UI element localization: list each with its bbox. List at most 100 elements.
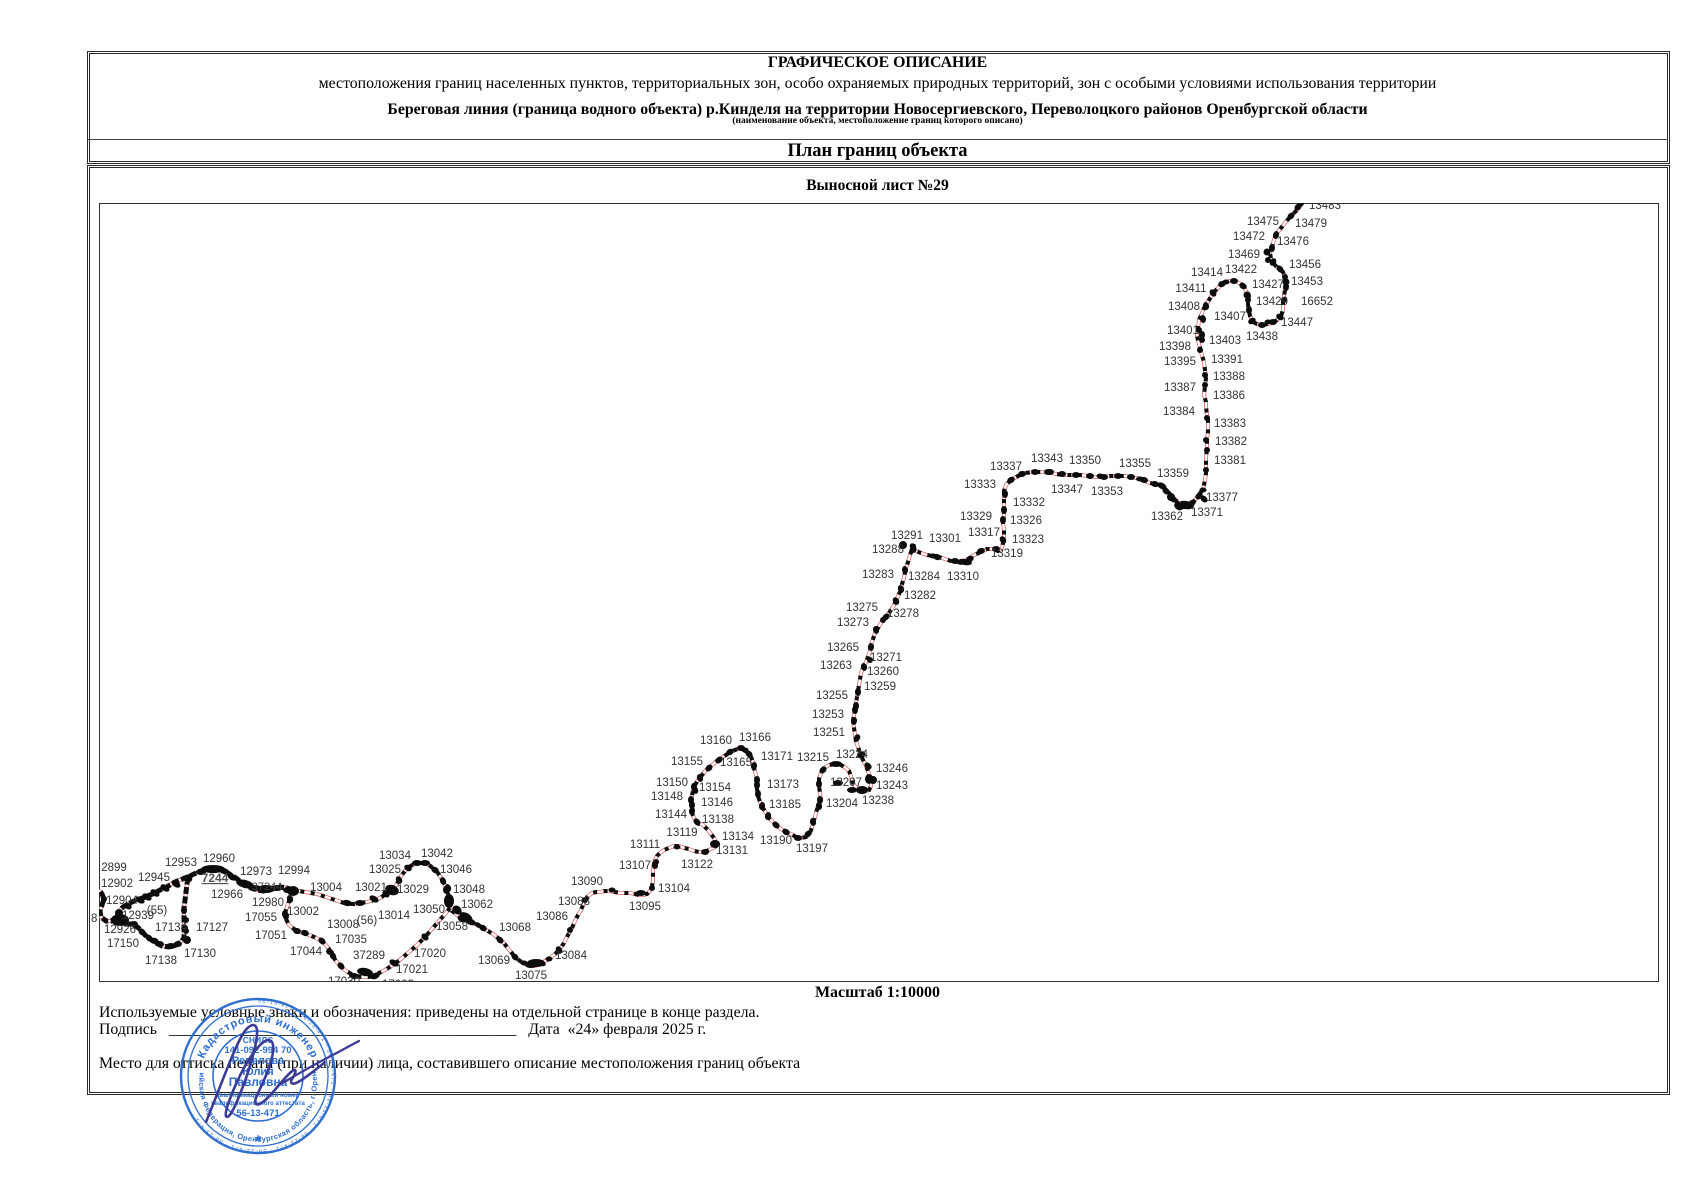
svg-text:13207: 13207	[830, 777, 862, 789]
svg-text:13422: 13422	[1225, 264, 1257, 276]
svg-text:13246: 13246	[876, 763, 908, 775]
svg-text:13456: 13456	[1289, 259, 1321, 271]
svg-text:13472: 13472	[1233, 231, 1265, 243]
svg-text:13025: 13025	[369, 864, 401, 876]
svg-text:13042: 13042	[421, 848, 453, 860]
svg-text:12966: 12966	[211, 889, 243, 901]
svg-text:17035: 17035	[335, 934, 367, 946]
svg-text:141-092-994 70: 141-092-994 70	[224, 1045, 291, 1056]
svg-text:СНИЛС: СНИЛС	[243, 1035, 274, 1045]
svg-text:12939: 12939	[122, 910, 154, 922]
svg-text:13265: 13265	[827, 642, 859, 654]
svg-text:13084: 13084	[555, 950, 588, 962]
svg-text:13384: 13384	[1163, 406, 1196, 418]
svg-text:12902: 12902	[101, 878, 133, 890]
svg-text:13317: 13317	[968, 527, 1000, 539]
svg-text:13090: 13090	[571, 876, 603, 888]
svg-text:17134: 17134	[155, 922, 188, 934]
svg-text:13002: 13002	[287, 906, 319, 918]
svg-text:13204: 13204	[826, 798, 859, 810]
svg-text:13111: 13111	[630, 839, 660, 851]
svg-text:13359: 13359	[1157, 468, 1189, 480]
svg-text:13288: 13288	[872, 544, 904, 556]
svg-text:17051: 17051	[255, 930, 287, 942]
svg-text:(56): (56)	[357, 915, 378, 927]
svg-text:13197: 13197	[796, 843, 828, 855]
svg-text:17138: 17138	[145, 955, 177, 967]
svg-text:17020: 17020	[414, 948, 446, 960]
svg-text:13171: 13171	[761, 751, 793, 763]
svg-text:13282: 13282	[904, 590, 936, 602]
svg-text:17030: 17030	[328, 976, 360, 982]
svg-text:13350: 13350	[1069, 455, 1101, 467]
svg-text:13008: 13008	[327, 919, 359, 931]
svg-text:17127: 17127	[196, 922, 228, 934]
svg-text:13427: 13427	[1252, 279, 1284, 291]
svg-text:13301: 13301	[929, 533, 961, 545]
svg-text:13337: 13337	[990, 461, 1022, 473]
svg-text:13362: 13362	[1151, 511, 1183, 523]
svg-text:13284: 13284	[908, 571, 941, 583]
svg-text:13283: 13283	[862, 569, 894, 581]
svg-text:12960: 12960	[203, 853, 235, 865]
svg-text:13483: 13483	[1309, 203, 1341, 212]
svg-text:13377: 13377	[1206, 492, 1238, 504]
svg-text:13251: 13251	[813, 727, 845, 739]
svg-text:13138: 13138	[702, 814, 734, 826]
svg-text:13401: 13401	[1167, 325, 1199, 337]
svg-text:13034: 13034	[379, 850, 412, 862]
svg-text:13146: 13146	[701, 797, 733, 809]
svg-text:13353: 13353	[1091, 486, 1123, 498]
svg-text:12973: 12973	[240, 866, 272, 878]
svg-text:13333: 13333	[964, 479, 996, 491]
svg-text:13275: 13275	[846, 602, 878, 614]
svg-text:13382: 13382	[1215, 436, 1247, 448]
svg-text:13310: 13310	[947, 571, 979, 583]
svg-text:13260: 13260	[867, 666, 899, 678]
svg-text:13453: 13453	[1291, 276, 1323, 288]
svg-text:2899: 2899	[101, 862, 127, 874]
svg-text:37289: 37289	[353, 950, 385, 962]
svg-text:13122: 13122	[681, 859, 713, 871]
svg-text:13355: 13355	[1119, 458, 1151, 470]
svg-text:17044: 17044	[290, 946, 323, 958]
svg-text:13371: 13371	[1191, 507, 1223, 519]
svg-text:13155: 13155	[671, 756, 703, 768]
svg-text:13069: 13069	[478, 955, 510, 967]
svg-text:13291: 13291	[891, 530, 923, 542]
svg-text:13387: 13387	[1164, 382, 1196, 394]
svg-text:13381: 13381	[1214, 455, 1246, 467]
svg-text:13479: 13479	[1295, 218, 1327, 230]
svg-text:13144: 13144	[655, 809, 688, 821]
svg-text:13319: 13319	[991, 548, 1023, 560]
svg-text:13329: 13329	[960, 511, 992, 523]
svg-text:13088: 13088	[558, 896, 590, 908]
svg-text:13438: 13438	[1246, 331, 1278, 343]
svg-text:13148: 13148	[651, 791, 683, 803]
svg-text:13411: 13411	[1175, 283, 1206, 295]
svg-text:13343: 13343	[1031, 453, 1063, 465]
svg-text:13107: 13107	[619, 860, 651, 872]
svg-text:13150: 13150	[656, 777, 688, 789]
svg-text:(55): (55)	[147, 905, 168, 917]
svg-text:13414: 13414	[1191, 267, 1224, 279]
svg-text:13160: 13160	[700, 735, 732, 747]
svg-text:13104: 13104	[658, 883, 691, 895]
svg-text:17150: 17150	[107, 938, 139, 950]
svg-text:13014: 13014	[378, 910, 411, 922]
svg-text:13095: 13095	[629, 901, 661, 913]
svg-text:13429: 13429	[1256, 296, 1288, 308]
svg-text:13134: 13134	[722, 831, 755, 843]
svg-text:13185: 13185	[769, 799, 801, 811]
svg-text:13004: 13004	[310, 882, 343, 894]
svg-text:13029: 13029	[397, 884, 429, 896]
svg-text:12926: 12926	[104, 924, 136, 936]
svg-text:13154: 13154	[699, 782, 732, 794]
svg-text:★: ★	[253, 1133, 263, 1145]
svg-text:13165: 13165	[720, 757, 752, 769]
svg-text:13273: 13273	[837, 617, 869, 629]
svg-text:17021: 17021	[396, 964, 428, 976]
svg-text:13046: 13046	[440, 864, 472, 876]
svg-text:13048: 13048	[453, 884, 485, 896]
svg-text:13086: 13086	[536, 911, 568, 923]
